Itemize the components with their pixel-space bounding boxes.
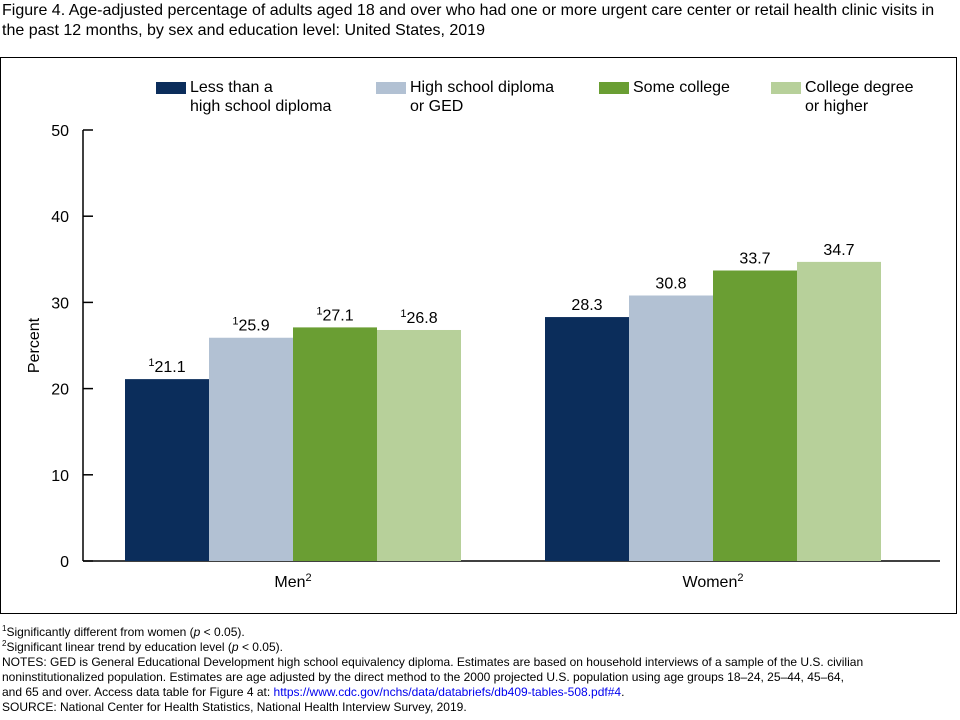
footnote-text: Significantly different from women ( bbox=[6, 625, 194, 639]
footnote-marker: 1 bbox=[2, 624, 7, 633]
legend-swatch bbox=[599, 82, 629, 94]
data-table-link[interactable]: https://www.cdc.gov/nchs/data/databriefs… bbox=[273, 685, 622, 699]
y-tick-label: 30 bbox=[51, 295, 69, 312]
notes-line-2: noninstitutionalized population. Estimat… bbox=[2, 670, 844, 684]
footnote-italic: p bbox=[193, 625, 201, 639]
bar-value-label: 127.1 bbox=[316, 305, 353, 324]
y-axis-label: Percent bbox=[26, 317, 43, 373]
legend-label: Less than a high school diploma bbox=[190, 78, 331, 116]
footnote-marker: 2 bbox=[2, 639, 7, 648]
legend-label-line: Less than a bbox=[190, 79, 273, 96]
y-tick-label: 0 bbox=[60, 554, 69, 571]
bar-value-label: 28.3 bbox=[571, 297, 602, 314]
y-tick-label: 10 bbox=[51, 468, 69, 485]
bar-value-label: 34.7 bbox=[823, 242, 854, 259]
bar bbox=[209, 337, 293, 561]
notes-text: . bbox=[621, 685, 625, 699]
legend-swatch bbox=[771, 82, 801, 94]
x-category-label: Men2 bbox=[274, 572, 311, 591]
bar-value-label: 125.9 bbox=[232, 316, 269, 335]
y-tick-label: 40 bbox=[51, 209, 69, 226]
y-tick-label: 20 bbox=[51, 382, 69, 399]
bar bbox=[125, 379, 209, 561]
footnote-1: 1Significantly different from women (p <… bbox=[2, 625, 958, 640]
bar-value-label: 126.8 bbox=[400, 308, 437, 327]
legend-label-line: high school diploma bbox=[190, 98, 332, 115]
legend-label-line: College degree bbox=[805, 79, 914, 96]
legend-swatch bbox=[376, 82, 406, 94]
legend-label: Some college bbox=[633, 78, 730, 97]
figure-title: Figure 4. Age-adjusted percentage of adu… bbox=[2, 2, 935, 39]
legend-label-line: or higher bbox=[805, 98, 869, 115]
legend-label-line: High school diploma bbox=[410, 79, 555, 96]
bar-value-label: 30.8 bbox=[655, 276, 686, 293]
footnote-text: < 0.05). bbox=[238, 640, 283, 654]
bar bbox=[545, 317, 629, 561]
y-tick-label: 50 bbox=[51, 123, 69, 140]
bar bbox=[629, 295, 713, 561]
legend-swatch bbox=[156, 82, 186, 94]
footnote-italic: p bbox=[231, 640, 239, 654]
bar bbox=[293, 327, 377, 561]
notes-text: and 65 and over. Access data table for F… bbox=[2, 685, 274, 699]
bar bbox=[713, 270, 797, 561]
notes-line-1: NOTES: GED is General Educational Develo… bbox=[2, 655, 864, 669]
x-category-label: Women2 bbox=[683, 572, 744, 591]
bar-value-label: 121.1 bbox=[148, 357, 185, 376]
source-line: SOURCE: National Center for Health Stati… bbox=[2, 700, 467, 714]
legend-label: High school diploma or GED bbox=[410, 78, 554, 116]
footnote-text: < 0.05). bbox=[200, 625, 245, 639]
footnotes: 1Significantly different from women (p <… bbox=[2, 625, 958, 715]
legend-label-line: Some college bbox=[633, 79, 730, 96]
chart-frame bbox=[0, 57, 957, 614]
footnote-2: 2Significant linear trend by education l… bbox=[2, 640, 958, 655]
legend-label: College degree or higher bbox=[805, 78, 914, 116]
bar-value-label: 33.7 bbox=[739, 251, 770, 268]
notes-line-3: and 65 and over. Access data table for F… bbox=[2, 685, 958, 700]
footnote-text: Significant linear trend by education le… bbox=[6, 640, 232, 654]
bar bbox=[377, 329, 461, 561]
bar bbox=[797, 261, 881, 561]
legend-label-line: or GED bbox=[410, 98, 464, 115]
